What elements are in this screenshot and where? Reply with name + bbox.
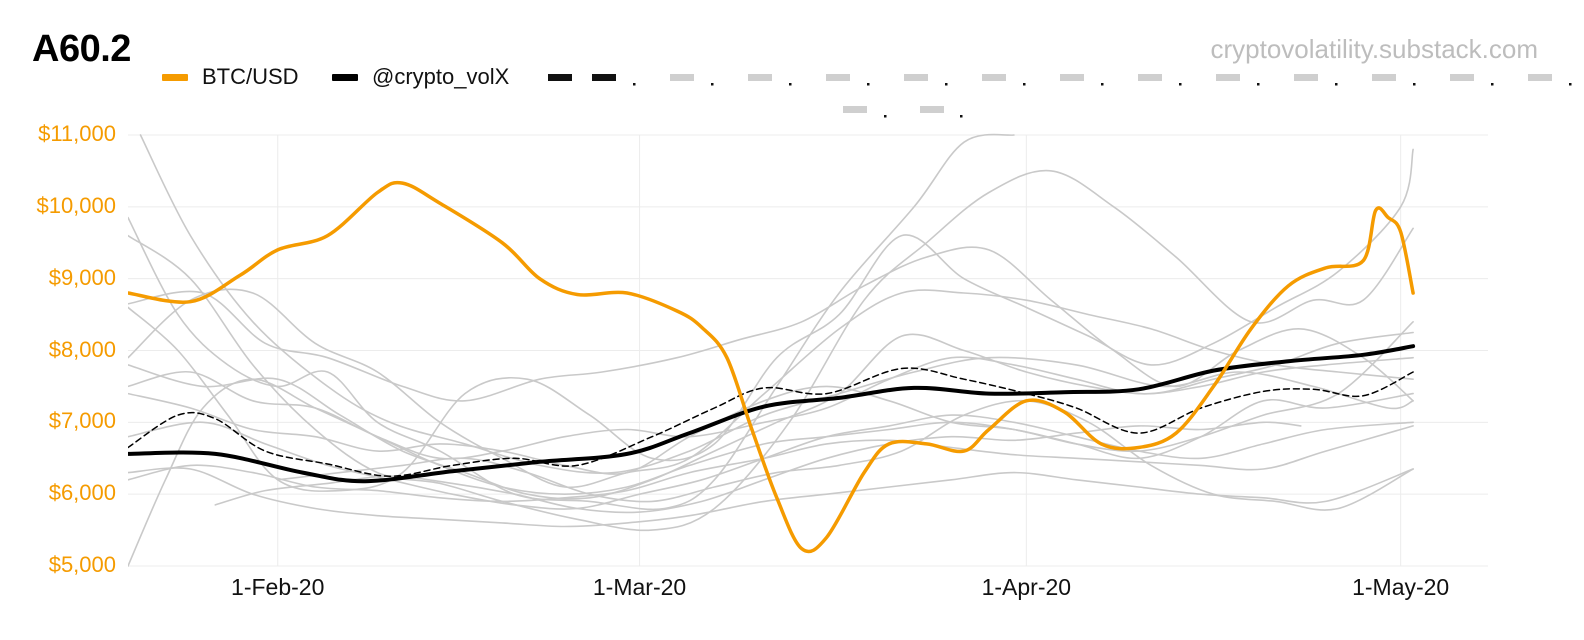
legend-dot (1413, 83, 1416, 86)
model-series-line-m11 (128, 467, 1414, 528)
x-tick-label: 1-Apr-20 (981, 574, 1072, 600)
chart-title: A60.2 (32, 28, 131, 70)
legend-btc-key (162, 74, 188, 81)
x-tick-label: 1-Mar-20 (592, 574, 687, 600)
model-series-line-m2 (128, 133, 1015, 511)
model-series-line-m13 (214, 421, 1302, 514)
legend-model-key (904, 74, 928, 81)
model-series-line-m4 (128, 246, 1414, 402)
model-series-line-m1 (139, 134, 1414, 475)
y-tick-label: $9,000 (48, 264, 116, 290)
legend-model-key (1216, 74, 1240, 81)
crypto-volx-series-line (128, 344, 1416, 484)
legend-dot (711, 83, 714, 86)
legend-model-key (843, 106, 867, 113)
legend-model-key (826, 74, 850, 81)
y-tick-label: $6,000 (48, 480, 116, 506)
y-tick-label: $5,000 (48, 552, 116, 577)
model-series-line-m15 (276, 399, 1414, 511)
y-tick-label: $11,000 (38, 121, 116, 146)
legend-dot (1335, 83, 1338, 86)
legend-vol-label: @crypto_volX (372, 64, 510, 89)
legend-vol-key (332, 74, 358, 81)
legend-model-key (1060, 74, 1084, 81)
legend-model-key (670, 74, 694, 81)
dashed-series-line (128, 367, 1414, 477)
model-series-line-m14 (128, 321, 1414, 567)
legend-model-key (920, 106, 944, 113)
legend-dot (867, 83, 870, 86)
legend-dashed-key (592, 74, 616, 81)
legend-model-key (1450, 74, 1474, 81)
legend-model-key (1528, 74, 1552, 81)
legend-dot (945, 83, 948, 86)
legend-dot (789, 83, 792, 86)
legend-dot (1257, 83, 1260, 86)
legend-dot (960, 115, 963, 118)
model-series-line-m8 (128, 356, 1414, 460)
model-series-line-m5 (128, 148, 1414, 492)
x-tick-label: 1-May-20 (1352, 574, 1450, 600)
model-series-line-m7 (128, 331, 1414, 500)
legend-dot (1569, 83, 1572, 86)
legend-dot (1179, 83, 1182, 86)
btc-usd-series-line (128, 180, 1415, 554)
legend-dot (1491, 83, 1494, 86)
legend-model-key (1372, 74, 1396, 81)
legend-dot (884, 115, 887, 118)
y-tick-label: $8,000 (48, 336, 116, 362)
legend-model-key (1294, 74, 1318, 81)
legend-model-key (1138, 74, 1162, 81)
model-series-line-m12 (128, 425, 1414, 503)
legend-dot (633, 83, 636, 86)
source-watermark: cryptovolatility.substack.com (1210, 34, 1538, 64)
legend-dot (1023, 83, 1026, 86)
legend-model-key (982, 74, 1006, 81)
legend-dot (1101, 83, 1104, 86)
legend-dash-keys (548, 74, 1572, 118)
legend-dashed-key (548, 74, 572, 81)
x-tick-label: 1-Feb-20 (231, 574, 325, 600)
legend-btc-label: BTC/USD (202, 64, 299, 89)
y-tick-label: $7,000 (48, 408, 116, 434)
model-series-line-m6 (128, 288, 1414, 489)
y-tick-label: $10,000 (36, 192, 116, 218)
model-series-line-m9 (128, 385, 1414, 475)
legend-model-key (748, 74, 772, 81)
